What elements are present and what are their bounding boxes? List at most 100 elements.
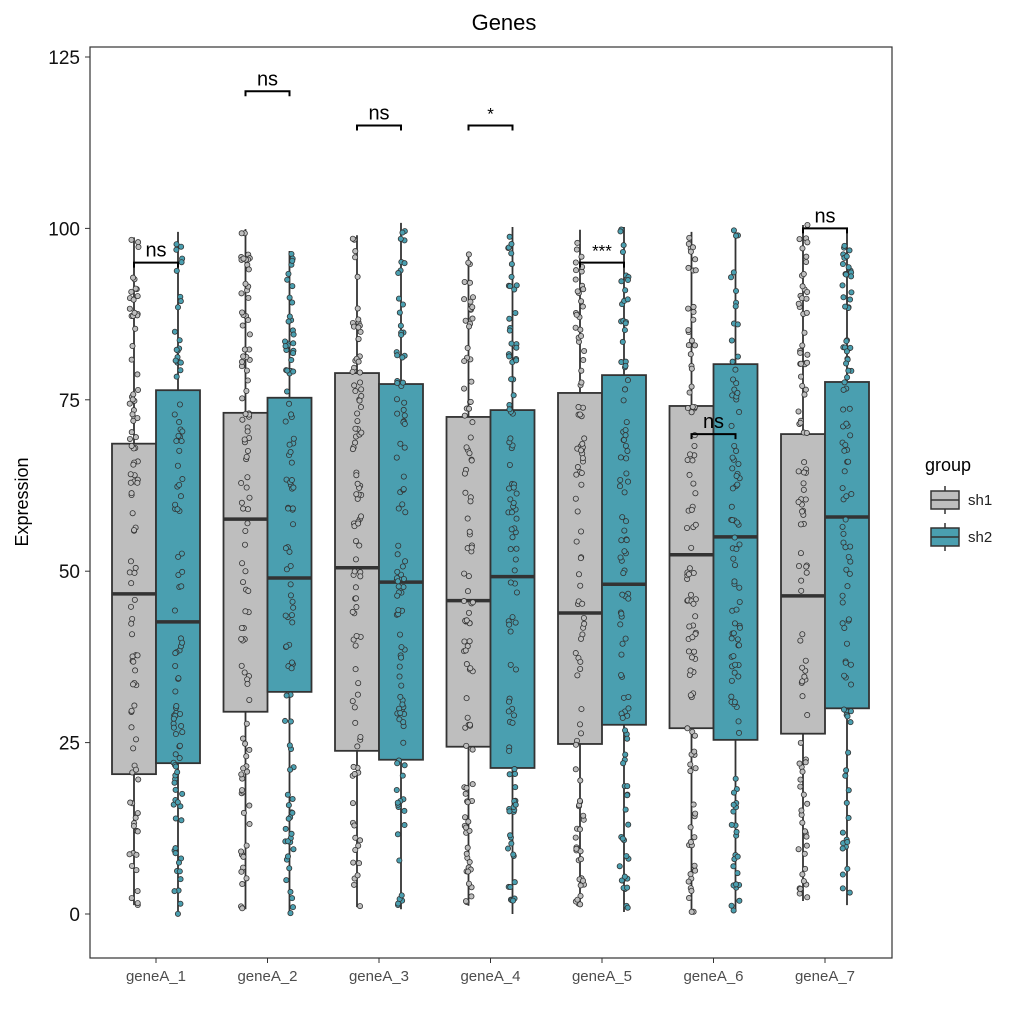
point xyxy=(399,354,406,361)
point xyxy=(353,604,360,611)
point xyxy=(172,357,179,364)
point xyxy=(578,253,585,260)
point xyxy=(395,295,402,302)
point xyxy=(286,400,293,407)
point xyxy=(839,885,846,892)
point xyxy=(625,705,632,712)
point xyxy=(290,340,297,347)
box-sh1-geneA_2 xyxy=(222,411,269,713)
point xyxy=(354,305,361,312)
point xyxy=(241,346,248,353)
point xyxy=(132,667,139,674)
point xyxy=(624,904,631,911)
point xyxy=(513,589,520,596)
point xyxy=(618,610,625,617)
point xyxy=(734,321,741,328)
point xyxy=(129,411,136,418)
point xyxy=(353,472,360,479)
point xyxy=(690,308,697,315)
point xyxy=(732,366,739,373)
point xyxy=(130,658,137,665)
point xyxy=(174,462,181,469)
point xyxy=(134,652,141,659)
point xyxy=(239,881,246,888)
point xyxy=(283,877,290,884)
point xyxy=(799,819,806,826)
point xyxy=(685,342,692,349)
point xyxy=(239,560,246,567)
point xyxy=(400,473,407,480)
point xyxy=(843,253,850,260)
point xyxy=(799,768,806,775)
point xyxy=(845,616,852,623)
point xyxy=(617,554,624,561)
point xyxy=(463,444,470,451)
point xyxy=(506,327,513,334)
point xyxy=(576,797,583,804)
point xyxy=(734,636,741,643)
point xyxy=(691,748,698,755)
point xyxy=(397,235,404,242)
point xyxy=(578,730,585,737)
point xyxy=(242,608,249,615)
point xyxy=(175,571,182,578)
point xyxy=(512,619,519,626)
point xyxy=(618,278,625,285)
point xyxy=(126,851,133,858)
point xyxy=(795,300,802,307)
point xyxy=(170,715,177,722)
point xyxy=(358,429,365,436)
y-axis: 0 25 50 75 100 125 xyxy=(48,48,90,926)
point xyxy=(242,568,249,575)
point xyxy=(622,751,629,758)
point xyxy=(131,569,138,576)
point xyxy=(355,520,362,527)
point xyxy=(400,739,407,746)
boxes xyxy=(111,222,870,914)
point xyxy=(622,727,629,734)
point xyxy=(469,746,476,753)
point xyxy=(573,267,580,274)
point xyxy=(172,763,179,770)
point xyxy=(620,570,627,577)
point xyxy=(283,566,290,573)
point xyxy=(799,283,806,290)
point xyxy=(804,800,811,807)
point xyxy=(354,418,361,425)
point xyxy=(845,264,852,271)
point xyxy=(843,348,850,355)
point xyxy=(733,232,740,239)
point xyxy=(684,524,691,531)
point xyxy=(174,506,181,513)
point xyxy=(800,878,807,885)
x-tick-label: geneA_4 xyxy=(460,968,520,985)
point xyxy=(282,717,289,724)
point xyxy=(394,380,401,387)
point xyxy=(241,669,248,676)
y-tick-label: 0 xyxy=(69,905,80,926)
point xyxy=(845,749,852,756)
point xyxy=(804,712,811,719)
point xyxy=(400,575,407,582)
point xyxy=(800,469,807,476)
point xyxy=(134,900,141,907)
significance-bracket xyxy=(356,124,402,131)
point xyxy=(512,556,519,563)
point xyxy=(797,419,804,426)
point xyxy=(174,769,181,776)
point xyxy=(621,873,628,880)
point xyxy=(798,587,805,594)
point xyxy=(796,563,803,570)
point xyxy=(803,569,810,576)
point xyxy=(172,786,179,793)
point xyxy=(512,666,519,673)
point xyxy=(688,337,695,344)
point xyxy=(730,789,737,796)
point xyxy=(688,654,695,661)
point xyxy=(285,270,292,277)
point xyxy=(175,432,182,439)
point xyxy=(801,391,808,398)
point xyxy=(581,348,588,355)
point xyxy=(349,698,356,705)
point xyxy=(352,834,359,841)
